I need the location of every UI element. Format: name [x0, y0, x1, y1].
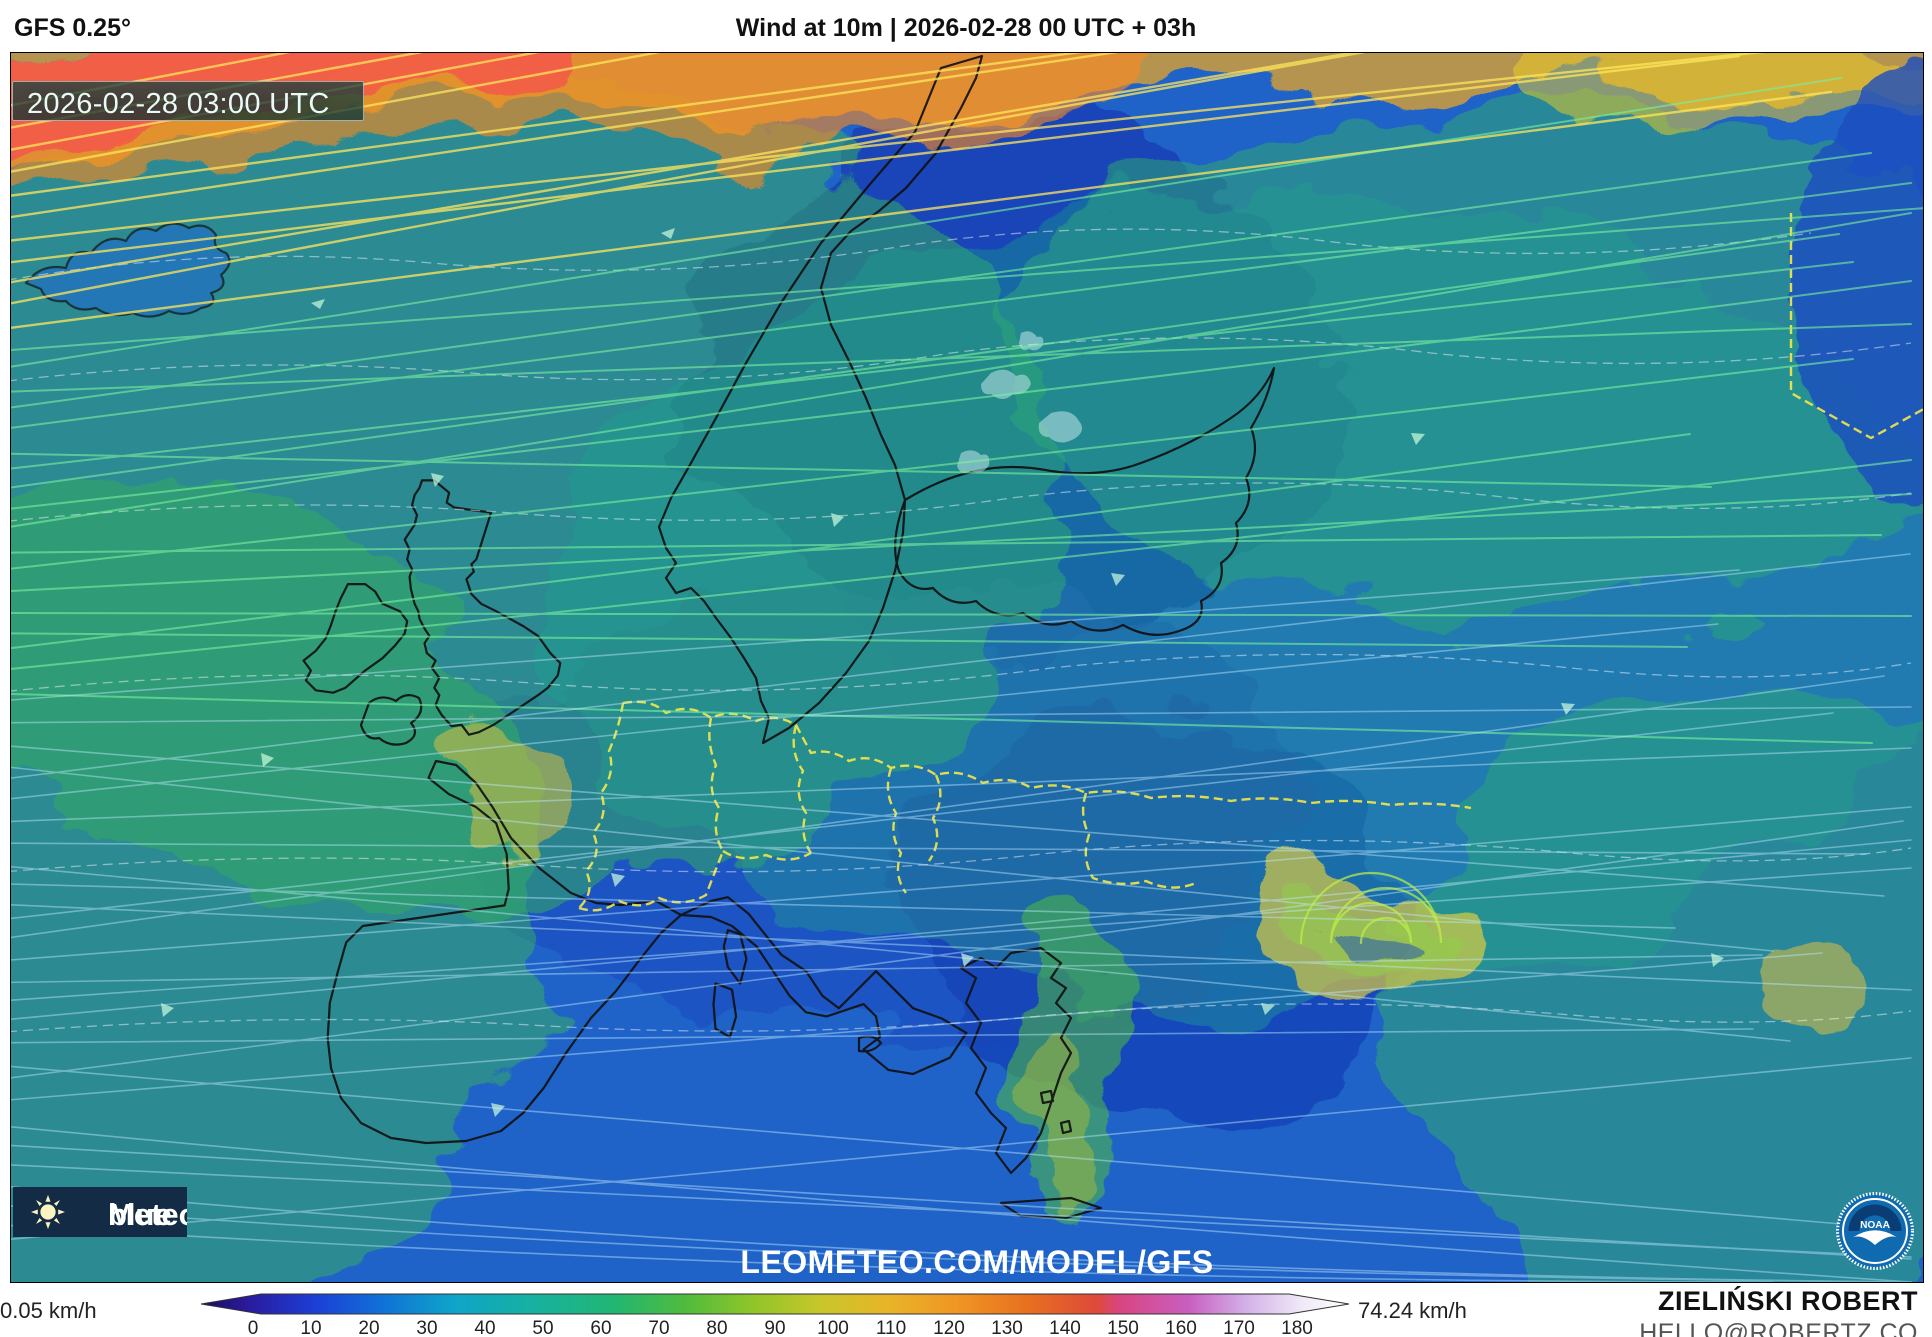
- svg-text:NOAA: NOAA: [1860, 1220, 1890, 1231]
